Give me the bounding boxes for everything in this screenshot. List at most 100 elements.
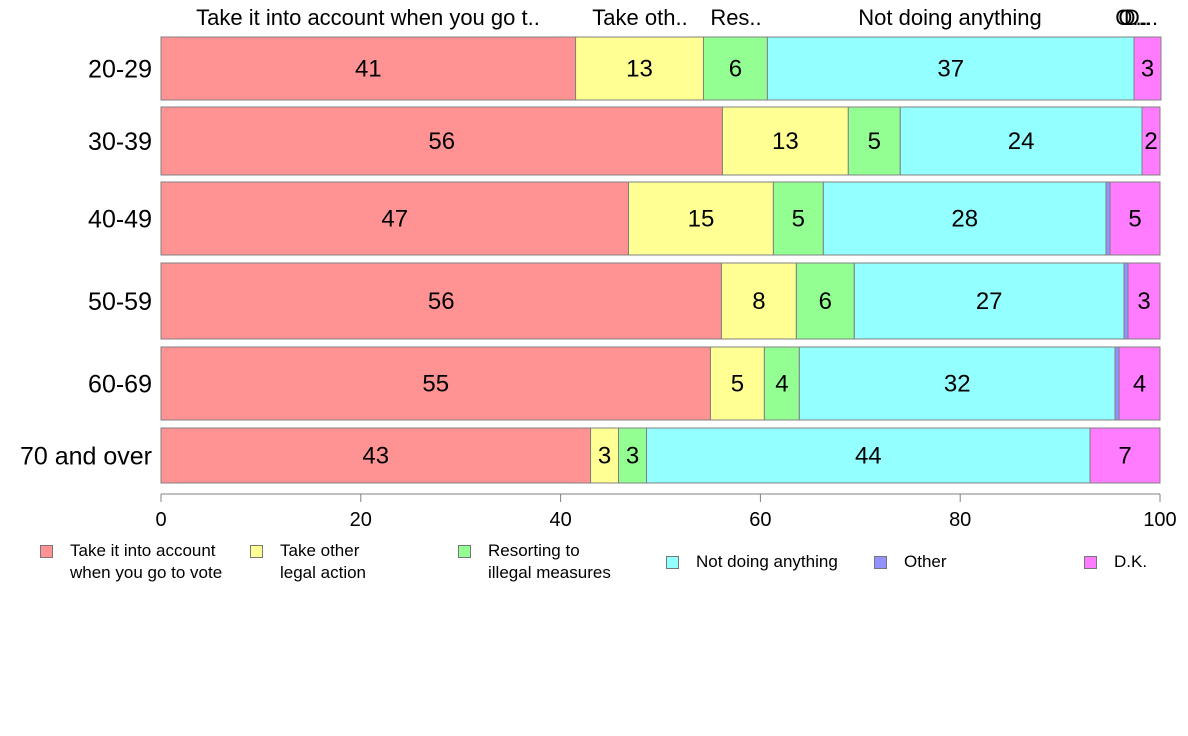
legend-swatch xyxy=(874,556,887,569)
data-label: 3 xyxy=(626,443,639,470)
category-label: 20-29 xyxy=(88,56,152,84)
data-label: 43 xyxy=(362,443,389,470)
data-label: 6 xyxy=(729,56,742,83)
x-tick-label: 20 xyxy=(350,509,372,531)
x-tick-label: 60 xyxy=(749,509,771,531)
category-label: 70 and over xyxy=(20,443,152,471)
bar-segment xyxy=(575,36,704,101)
x-tick-label: 80 xyxy=(949,509,971,531)
bar-segment xyxy=(1141,106,1161,176)
legend-item: D.K. xyxy=(1084,551,1147,573)
bar-segment xyxy=(721,106,849,176)
data-label: 3 xyxy=(598,443,611,470)
data-label: 32 xyxy=(944,371,971,398)
legend-item: Take other legal action xyxy=(250,540,366,584)
data-label: 13 xyxy=(772,128,799,155)
category-label: 40-49 xyxy=(88,206,152,234)
legend-label: Not doing anything xyxy=(696,552,838,571)
bar-segment xyxy=(1089,427,1161,484)
data-label: 13 xyxy=(626,56,653,83)
data-label: 6 xyxy=(819,288,832,315)
legend-swatch xyxy=(666,556,679,569)
data-label: 2 xyxy=(1144,128,1157,155)
legend-swatch xyxy=(458,545,471,558)
legend-label: Take it into account when you go to vote xyxy=(70,541,223,582)
segment-header-label: Take it into account when you go t.. xyxy=(196,5,540,30)
bar-segment xyxy=(1105,181,1111,256)
data-label: 37 xyxy=(937,56,964,83)
legend-swatch xyxy=(1084,556,1097,569)
data-label: 4 xyxy=(775,371,788,398)
segment-header-label: O.. xyxy=(1118,5,1147,30)
data-label: 3 xyxy=(1141,56,1154,83)
bar-segment xyxy=(160,106,723,176)
data-label: 24 xyxy=(1008,128,1035,155)
segment-header-label: Res.. xyxy=(710,5,761,30)
data-label: 15 xyxy=(688,206,715,233)
bar-segment xyxy=(160,427,592,484)
data-label: 44 xyxy=(855,443,882,470)
x-tick-label: 0 xyxy=(155,509,166,531)
legend-label: Other xyxy=(904,552,947,571)
segment-header-label: Not doing anything xyxy=(858,5,1041,30)
bar-segment xyxy=(899,106,1143,176)
legend-label: D.K. xyxy=(1114,552,1148,571)
bar-segment xyxy=(702,36,768,101)
data-label: 56 xyxy=(428,128,455,155)
data-label: 56 xyxy=(428,288,455,315)
bar-segment xyxy=(847,106,901,176)
category-label: 60-69 xyxy=(88,371,152,399)
bar-segment xyxy=(720,262,797,340)
bar-segment xyxy=(853,262,1125,340)
segment-header-label: D... xyxy=(1124,5,1158,30)
segment-header-label: O... xyxy=(1115,5,1150,30)
bar-segment xyxy=(1114,346,1120,421)
bar-segment xyxy=(709,346,765,421)
category-label: 50-59 xyxy=(88,288,152,316)
legend-item: Take it into account when you go to vote xyxy=(40,540,222,584)
bar-segment xyxy=(798,346,1116,421)
x-tick-label: 100 xyxy=(1143,509,1176,531)
data-label: 4 xyxy=(1133,371,1146,398)
data-label: 7 xyxy=(1118,443,1131,470)
bar-segment xyxy=(1109,181,1161,256)
data-label: 47 xyxy=(381,206,408,233)
legend-item: Resorting to illegal measures xyxy=(458,540,611,584)
data-label: 5 xyxy=(792,206,805,233)
bar-segment xyxy=(160,36,577,101)
legend-label: Resorting to illegal measures xyxy=(488,541,611,582)
legend-label: Take other legal action xyxy=(280,541,367,582)
data-label: 5 xyxy=(868,128,881,155)
bar-segment xyxy=(160,346,711,421)
data-label: 55 xyxy=(422,371,449,398)
bar-segment xyxy=(766,36,1135,101)
data-label: 3 xyxy=(1137,288,1150,315)
legend-swatch xyxy=(40,545,53,558)
data-label: 8 xyxy=(752,288,765,315)
bar-segment xyxy=(795,262,855,340)
x-tick-label: 40 xyxy=(549,509,571,531)
category-label: 30-39 xyxy=(88,128,152,156)
data-label: 28 xyxy=(951,206,978,233)
bar-segment xyxy=(160,181,630,256)
data-label: 5 xyxy=(1128,206,1141,233)
bar-segment xyxy=(1123,262,1129,340)
bar-segment xyxy=(160,262,722,340)
data-label: 41 xyxy=(355,56,382,83)
bar-segment xyxy=(628,181,774,256)
bar-segment xyxy=(763,346,800,421)
legend: Take it into account when you go to vote… xyxy=(0,540,1188,600)
data-label: 5 xyxy=(731,371,744,398)
bar-segment xyxy=(1133,36,1162,101)
bar-segment xyxy=(822,181,1107,256)
bar-segment xyxy=(590,427,620,484)
legend-item: Other xyxy=(874,551,947,573)
bar-segment xyxy=(1118,346,1161,421)
data-label: 27 xyxy=(976,288,1003,315)
bar-segment xyxy=(772,181,824,256)
legend-swatch xyxy=(250,545,263,558)
bar-segment xyxy=(1127,262,1161,340)
legend-item: Not doing anything xyxy=(666,551,838,573)
segment-header-label: Take oth.. xyxy=(592,5,687,30)
